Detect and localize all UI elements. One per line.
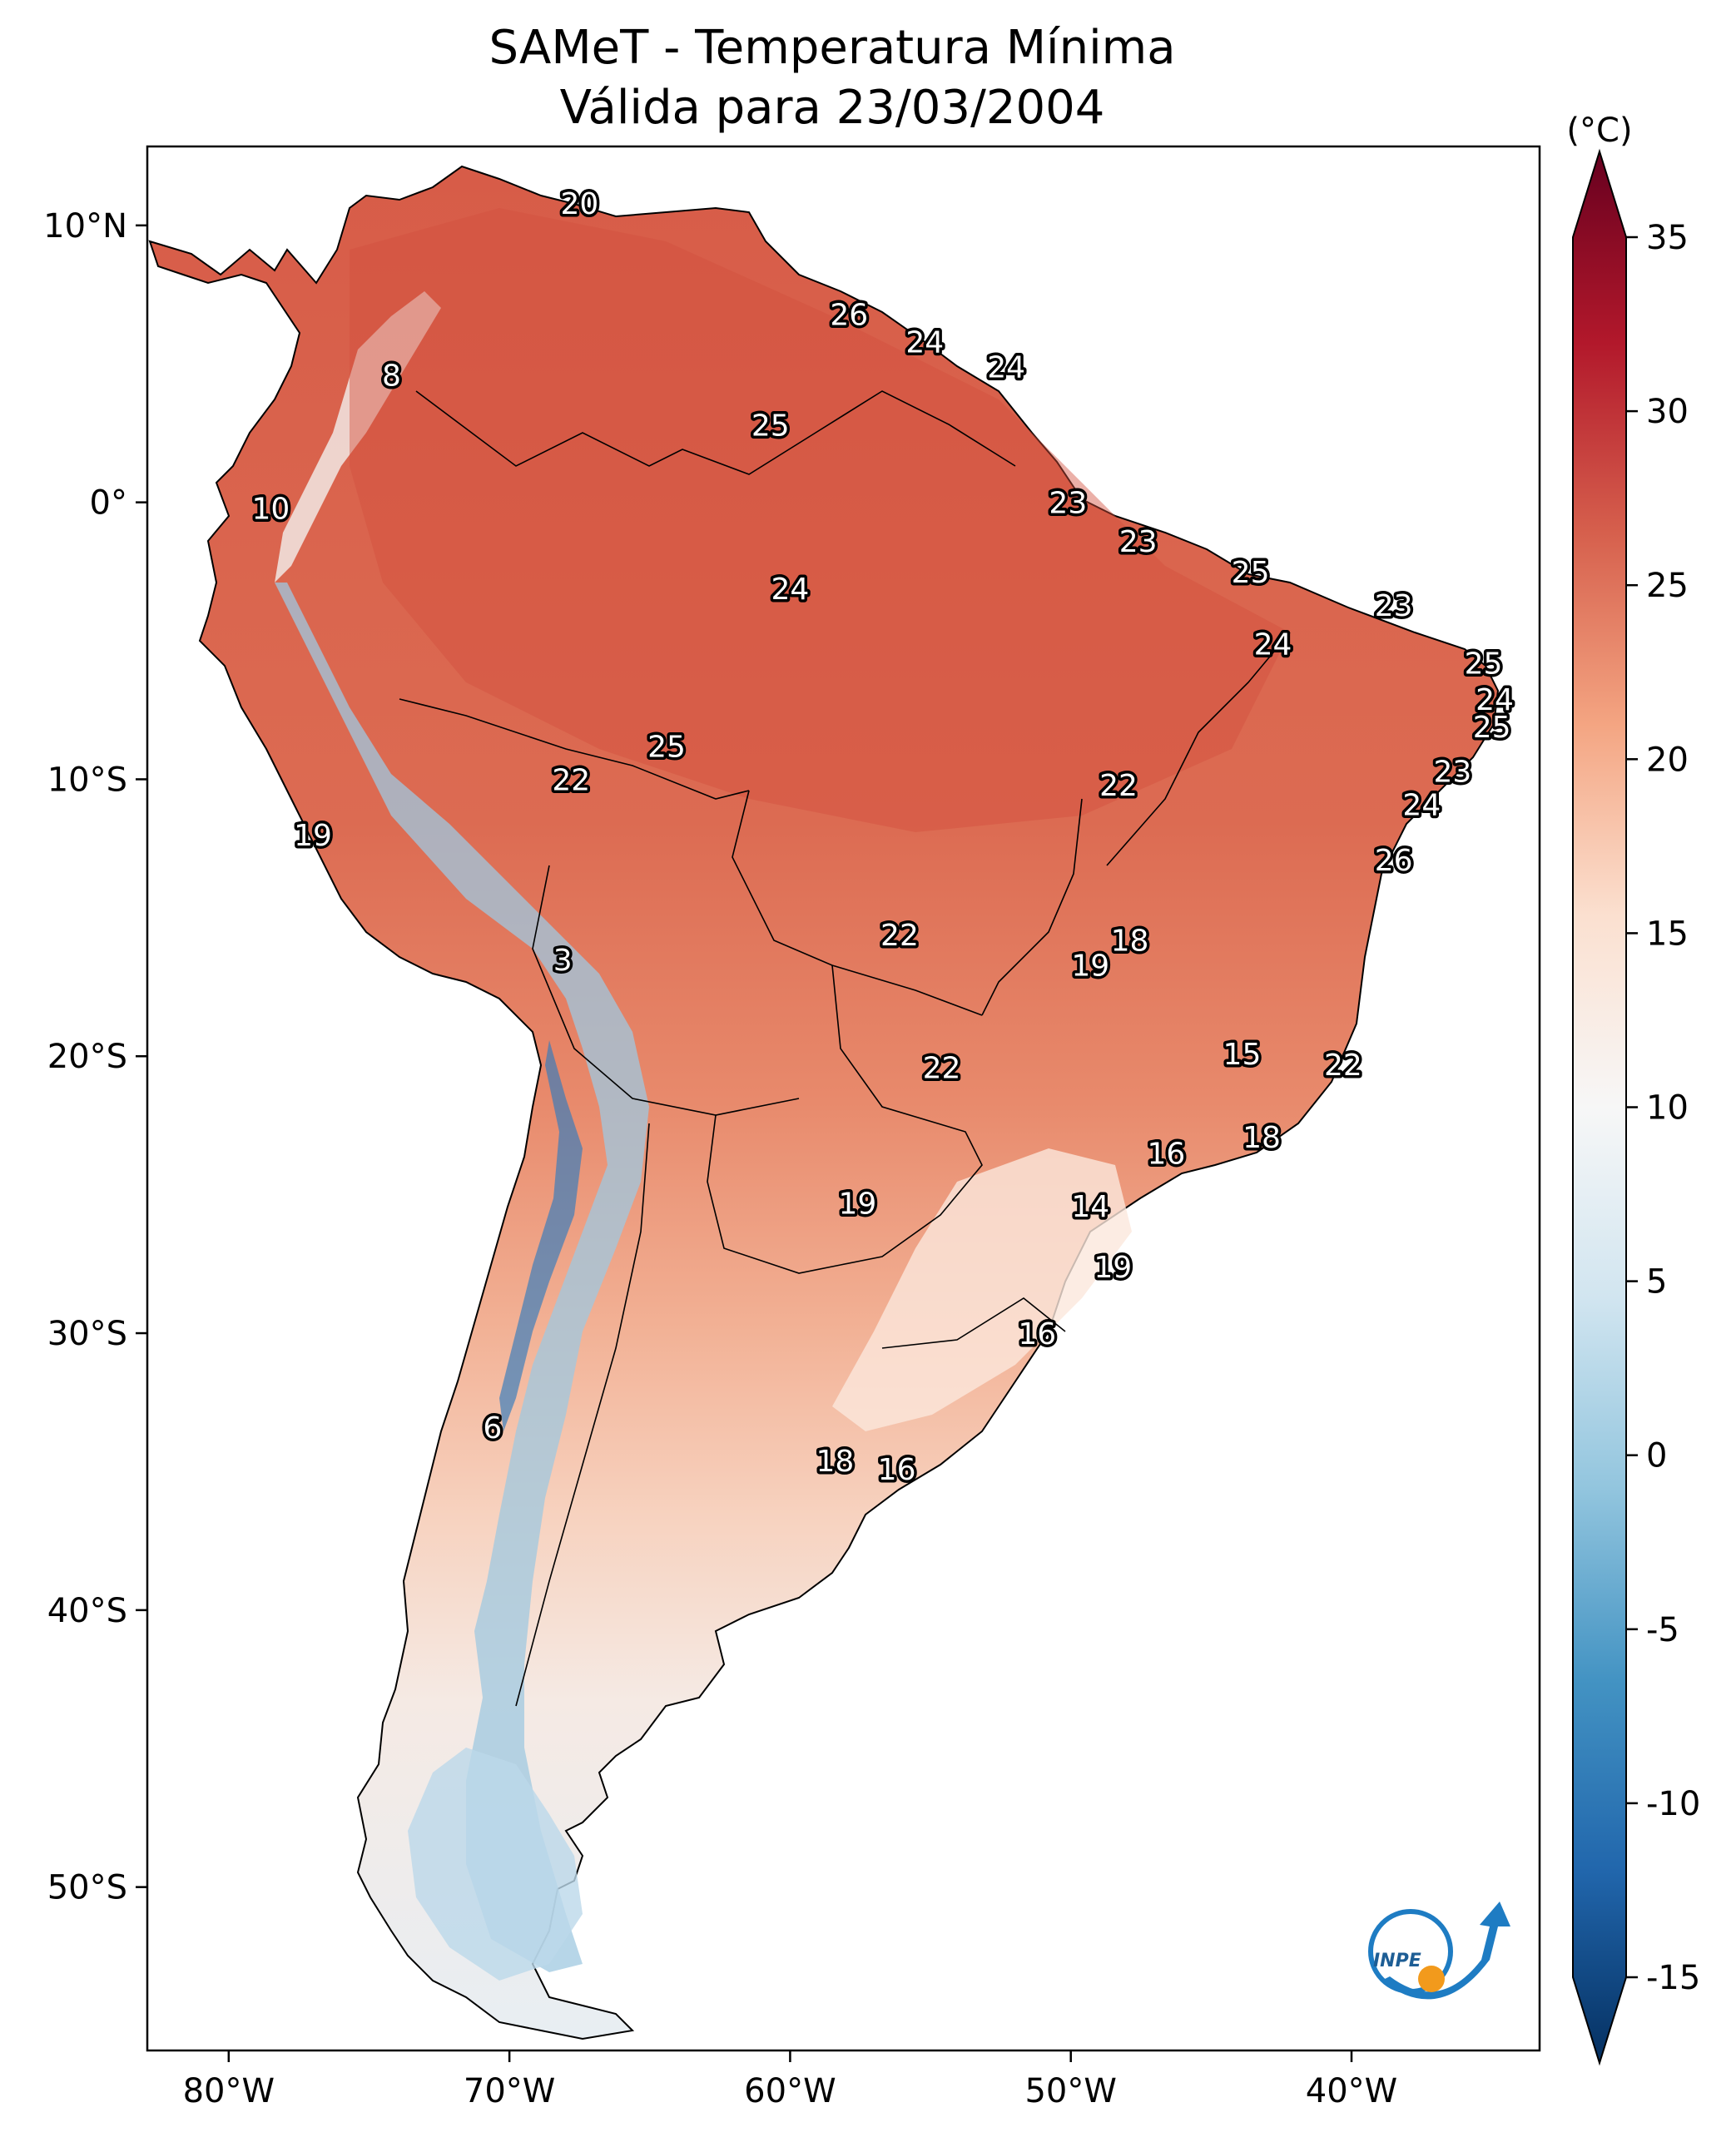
colorbar-tick-label: 15	[1646, 915, 1689, 953]
colorbar-tick-label: 0	[1646, 1437, 1667, 1475]
axis-ticks	[136, 224, 1353, 2062]
lat-label: 50°S	[47, 1869, 127, 1907]
station-value: 22	[1324, 1049, 1362, 1083]
station-value: 23	[1375, 589, 1413, 623]
station-value: 25	[1232, 556, 1270, 590]
lat-label: 0°	[90, 484, 127, 523]
lon-label: 80°W	[183, 2072, 275, 2110]
station-value: 22	[923, 1052, 961, 1086]
station-value: 26	[830, 298, 868, 332]
colorbar-tick-label: 25	[1646, 567, 1689, 605]
station-value: 16	[1147, 1138, 1185, 1172]
lat-label: 10°S	[47, 761, 127, 799]
lat-label: 20°S	[47, 1038, 127, 1076]
colorbar-tick-label: -15	[1646, 1959, 1700, 1997]
station-value: 25	[1465, 647, 1503, 682]
map-title: SAMeT - Temperatura Mínima Válida para 2…	[0, 18, 1664, 138]
station-value: 25	[647, 731, 686, 765]
colorbar-tick-label: 5	[1646, 1263, 1667, 1302]
station-value: 24	[1402, 788, 1441, 822]
station-value: 18	[1242, 1121, 1281, 1155]
lat-label: 40°S	[47, 1592, 127, 1630]
station-value: 25	[751, 409, 790, 443]
station-value: 19	[294, 819, 332, 853]
station-value: 26	[1375, 844, 1413, 878]
station-value: 15	[1223, 1038, 1262, 1072]
station-value: 19	[1094, 1251, 1132, 1285]
station-value: 19	[838, 1188, 876, 1222]
station-value: 10	[252, 492, 290, 526]
lon-label: 60°W	[744, 2072, 836, 2110]
southern-brazil-cool	[832, 1148, 1132, 1431]
inpe-logo: INPE	[1368, 1902, 1510, 2000]
station-value: 22	[880, 919, 919, 953]
colorbar-tick-label: 35	[1646, 219, 1689, 257]
colorbar-tick-label: 10	[1646, 1089, 1689, 1128]
colorbar-unit: (°C)	[1566, 112, 1632, 150]
longitude-labels: 80°W 70°W 60°W 50°W 40°W	[183, 2072, 1398, 2110]
map-area	[148, 165, 1500, 2040]
south-america-landmass	[148, 165, 1500, 2040]
station-value: 18	[1111, 924, 1149, 958]
title-line-2: Válida para 23/03/2004	[559, 81, 1105, 135]
country-borders	[399, 390, 1291, 1707]
station-value: 14	[1071, 1190, 1109, 1224]
station-value: 23	[1049, 487, 1087, 521]
logo-dot	[1418, 1966, 1445, 1992]
andes-deep-cold	[499, 1040, 583, 1431]
station-value: 19	[1071, 949, 1109, 983]
station-value: 22	[1099, 769, 1138, 803]
station-value: 24	[987, 351, 1025, 385]
lat-label: 30°S	[47, 1315, 127, 1353]
station-value: 16	[878, 1453, 916, 1487]
station-value: 8	[382, 359, 401, 394]
station-value: 24	[1254, 627, 1292, 662]
colombian-andes-cold	[275, 291, 441, 583]
lon-label: 70°W	[464, 2072, 555, 2110]
colorbar-body	[1572, 148, 1627, 2066]
station-value: 24	[771, 573, 810, 607]
station-value: 20	[561, 187, 599, 221]
station-value: 16	[1018, 1317, 1056, 1351]
amazon-warm-core	[350, 208, 1290, 832]
colorbar-tick-label: 20	[1646, 741, 1689, 779]
plot-frame	[146, 145, 1541, 2052]
patagonia-cold	[408, 1748, 583, 1981]
lat-label: 10°N	[43, 207, 127, 245]
colorbar-ticks: 35 30 25 20 15 10 5 0 -5 -10 -15	[1626, 219, 1700, 1997]
title-line-1: SAMeT - Temperatura Mínima	[489, 21, 1176, 75]
colorbar-tick-label: -5	[1646, 1611, 1679, 1649]
station-value: 25	[1473, 711, 1511, 745]
station-value: 23	[1119, 525, 1158, 559]
station-value: 24	[905, 326, 944, 360]
lon-label: 40°W	[1306, 2072, 1397, 2110]
station-value: 3	[553, 944, 573, 978]
station-value: 18	[816, 1445, 854, 1479]
station-value: 6	[483, 1411, 502, 1445]
colorbar-tick-label: -10	[1646, 1785, 1700, 1823]
lon-label: 50°W	[1024, 2072, 1116, 2110]
logo-text: INPE	[1373, 1951, 1421, 1971]
station-value: 24	[1476, 683, 1514, 717]
latitude-labels: 10°N 0° 10°S 20°S 30°S 40°S 50°S	[43, 207, 127, 1907]
logo-arrow	[1381, 1902, 1510, 2000]
colorbar: (°C) 35 30 25 20 15 10 5 0 -5 -10 -15	[1566, 112, 1700, 2066]
andes-cold-band	[275, 583, 649, 1972]
station-value: 23	[1434, 755, 1472, 789]
station-value: 22	[552, 763, 590, 797]
colorbar-tick-label: 30	[1646, 393, 1689, 431]
